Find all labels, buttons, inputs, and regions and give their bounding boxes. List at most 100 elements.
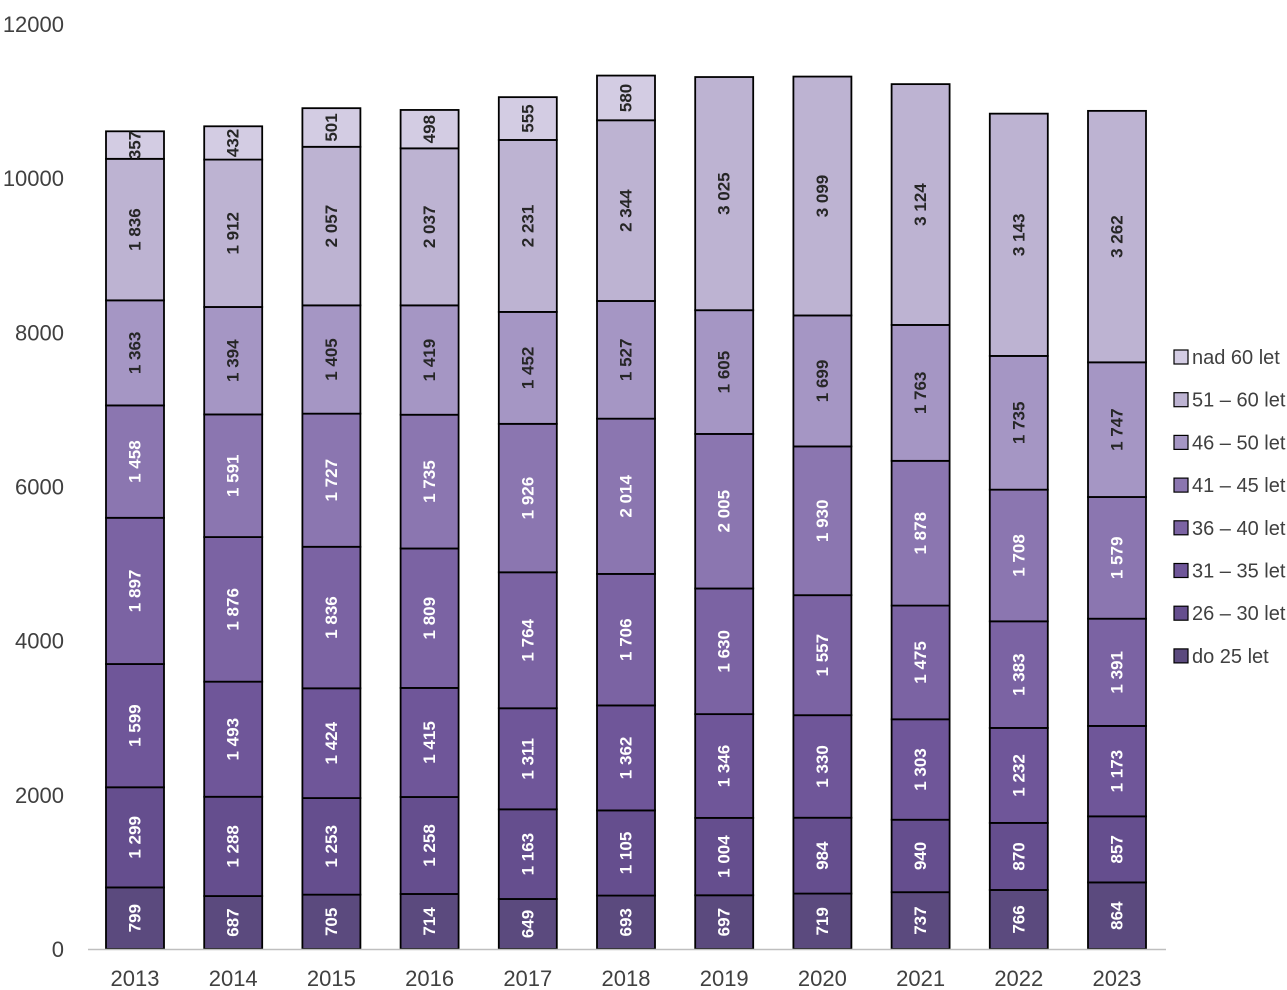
data-label: 1 475 [911, 641, 930, 684]
data-label: 864 [1108, 901, 1127, 930]
data-label: 1 876 [224, 588, 243, 631]
legend-label: do 25 let [1192, 646, 1269, 668]
bar-segment [792, 714, 853, 819]
bar-stack-2023: 864 857 1 173 1 391 1 579 1 747 3 262 [1087, 109, 1147, 950]
bar-segment [203, 125, 264, 161]
legend-swatch [1173, 477, 1189, 493]
y-tick-label: 12000 [3, 12, 64, 37]
data-label: 1 405 [322, 338, 341, 381]
data-label: 1 346 [715, 745, 734, 788]
data-label: 2 057 [322, 205, 341, 248]
y-tick-label: 2000 [15, 783, 64, 808]
legend-label: 26 – 30 let [1192, 603, 1286, 625]
data-label: 2 344 [617, 189, 636, 232]
data-label: 719 [813, 907, 832, 935]
data-label: 1 591 [224, 454, 243, 497]
data-label: 2 037 [420, 206, 439, 249]
data-label: 1 173 [1108, 750, 1127, 793]
data-label: 1 424 [322, 721, 341, 764]
bar-segment [1087, 617, 1147, 727]
y-tick-label: 8000 [15, 320, 64, 345]
data-label: 3 262 [1108, 215, 1127, 258]
data-label: 1 288 [224, 825, 243, 868]
data-label: 1 330 [813, 745, 832, 788]
legend-swatch [1173, 392, 1189, 408]
bar-stack-2019: 697 1 004 1 346 1 630 2 005 1 605 3 025 [694, 76, 755, 950]
data-label: 1 706 [617, 618, 636, 661]
bar-segment [792, 445, 853, 597]
y-tick-label: 6000 [15, 475, 64, 500]
legend-swatch [1173, 520, 1189, 536]
data-label: 687 [224, 908, 243, 936]
data-label: 649 [518, 910, 537, 938]
data-label: 1 557 [813, 634, 832, 677]
x-tick-label: 2017 [503, 966, 552, 990]
bar-segment [792, 816, 853, 895]
bar-segment [694, 894, 755, 950]
bar-segment [497, 707, 558, 811]
data-label: 1 232 [1009, 754, 1028, 797]
data-label: 1 253 [322, 825, 341, 868]
bar-segment [497, 571, 558, 710]
x-tick-label: 2020 [798, 966, 847, 990]
data-label: 1 699 [813, 360, 832, 403]
data-label: 1 912 [224, 212, 243, 255]
bar-segment [1087, 109, 1147, 364]
bar-stack-2018: 693 1 105 1 362 1 706 2 014 1 527 2 344 580 [596, 74, 656, 950]
bar-segment [694, 816, 755, 897]
x-tick-label: 2023 [1093, 966, 1142, 990]
data-label: 1 362 [617, 737, 636, 780]
legend-label: 46 – 50 let [1192, 432, 1286, 454]
bar-segment [301, 145, 362, 307]
bar-segment [1087, 496, 1147, 620]
data-label: 1 836 [322, 596, 341, 639]
legend-swatch [1173, 434, 1189, 450]
bar-segment [399, 547, 460, 689]
legend-swatch [1173, 605, 1189, 621]
bar-segment [694, 433, 755, 590]
bar-segment [105, 516, 165, 665]
data-label: 1 878 [911, 512, 930, 555]
bar-segment [105, 886, 165, 950]
x-tick-label: 2021 [896, 966, 945, 990]
data-label: 1 163 [518, 833, 537, 876]
bar-segment [301, 893, 362, 950]
data-label: 1 764 [518, 618, 537, 661]
x-tick-label: 2019 [700, 966, 749, 990]
data-label: 1 493 [224, 718, 243, 761]
bar-segment [988, 112, 1049, 357]
y-tick-label: 0 [52, 937, 64, 962]
data-label: 693 [617, 908, 636, 936]
bar-segment [988, 821, 1049, 891]
data-label: 3 124 [911, 183, 930, 226]
data-label: 3 025 [715, 172, 734, 215]
data-label: 1 394 [224, 339, 243, 382]
data-label: 697 [715, 908, 734, 936]
bar-segment [203, 413, 264, 538]
bar-segment [203, 536, 264, 683]
legend-label: 36 – 40 let [1192, 518, 1286, 540]
legend-label: 41 – 45 let [1192, 475, 1286, 497]
data-label: 1 105 [617, 832, 636, 875]
y-tick-label: 4000 [15, 629, 64, 654]
data-label: 357 [126, 131, 145, 159]
y-axis: 0 2000 4000 6000 8000 10000 12000 [3, 12, 64, 962]
data-label: 1 415 [420, 721, 439, 764]
data-label: 766 [1009, 905, 1028, 933]
bar-segment [301, 412, 362, 548]
data-label: 1 763 [911, 372, 930, 415]
data-label: 1 747 [1108, 408, 1127, 451]
data-label: 1 930 [813, 500, 832, 543]
bar-segment [988, 488, 1049, 623]
bar-segment [890, 718, 951, 821]
legend-label: 31 – 35 let [1192, 561, 1286, 583]
bar-segment [203, 158, 264, 308]
legend-swatch [1173, 648, 1189, 664]
bar-segment [105, 404, 165, 519]
data-label: 799 [126, 904, 145, 932]
y-tick-label: 10000 [3, 166, 64, 191]
bar-segment [301, 545, 362, 690]
bar-segment [203, 795, 264, 897]
bar-segment [890, 83, 951, 326]
